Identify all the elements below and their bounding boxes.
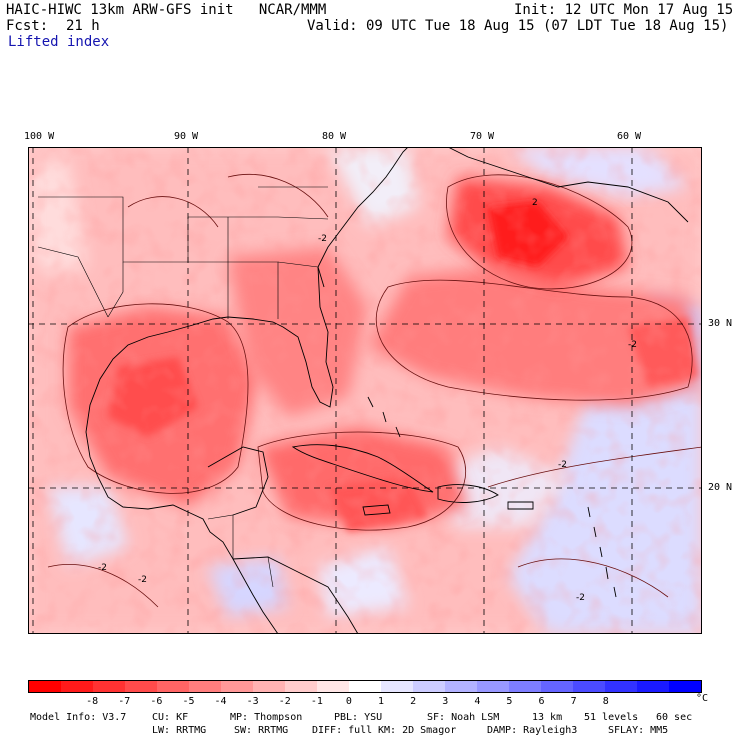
contour-label: -2 xyxy=(576,593,585,603)
colorbar-tick-label: -1 xyxy=(310,696,323,707)
lifted-index-map: -2 -2 -2 -2 2 -2 -2 xyxy=(28,147,702,634)
footer-cu: CU: KF xyxy=(152,712,189,723)
footer-sflay: SFLAY: MM5 xyxy=(608,725,669,736)
colorbar-tick-label: -3 xyxy=(246,696,259,707)
footer-sw: SW: RRTMG xyxy=(234,725,289,736)
colorbar-swatch xyxy=(413,681,445,692)
contour-label: -2 xyxy=(318,234,327,244)
footer-model-info: Model Info: V3.7 xyxy=(30,712,127,723)
contour-label: -2 xyxy=(98,563,107,573)
colorbar-tick-label: 2 xyxy=(410,696,417,707)
footer-resolution: 13 km xyxy=(532,712,563,723)
colorbar-swatch xyxy=(477,681,509,692)
lat-label-20n: 20 N xyxy=(708,482,733,493)
colorbar-swatch xyxy=(317,681,349,692)
colorbar-swatch xyxy=(93,681,125,692)
coastlines xyxy=(85,147,689,634)
contour-label: -2 xyxy=(628,340,637,350)
colorbar xyxy=(28,680,702,693)
colorbar-tick-label: 6 xyxy=(538,696,545,707)
lon-label-90w: 90 W xyxy=(174,131,199,142)
forecast-hour: 21 h xyxy=(66,18,100,34)
colorbar-swatch xyxy=(253,681,285,692)
lon-label-100w: 100 W xyxy=(24,131,55,142)
colorbar-tick-label: 1 xyxy=(378,696,385,707)
colorbar-swatch xyxy=(509,681,541,692)
colorbar-tick-label: 4 xyxy=(474,696,481,707)
map-frame xyxy=(28,147,702,634)
colorbar-swatch xyxy=(29,681,61,692)
colorbar-tick-label: 3 xyxy=(442,696,449,707)
valid-time: Valid: 09 UTC Tue 18 Aug 15 (07 LDT Tue … xyxy=(307,18,729,34)
colorbar-tick-label: -4 xyxy=(214,696,227,707)
contour-value-labels: -2 -2 -2 -2 2 -2 -2 xyxy=(98,198,637,603)
colorbar-swatch xyxy=(573,681,605,692)
footer-mp: MP: Thompson xyxy=(230,712,303,723)
init-time: Init: 12 UTC Mon 17 Aug 15 xyxy=(514,2,734,18)
colorbar-tick-label: -6 xyxy=(150,696,163,707)
colorbar-swatch xyxy=(445,681,477,692)
colorbar-ticks: -8 -7 -6 -5 -4 -3 -2 -1 0 1 2 3 4 5 6 7 8 xyxy=(28,696,702,708)
colorbar-tick-label: 7 xyxy=(570,696,577,707)
colorbar-unit: °C xyxy=(696,693,709,704)
model-title: HAIC-HIWC 13km ARW-GFS init NCAR/MMM xyxy=(6,2,327,18)
forecast-label: Fcst: xyxy=(6,18,49,34)
colorbar-tick-label: -5 xyxy=(182,696,195,707)
shaded-field xyxy=(28,147,702,634)
colorbar-swatch xyxy=(125,681,157,692)
footer-timestep: 60 sec xyxy=(656,712,693,723)
lon-label-70w: 70 W xyxy=(470,131,495,142)
colorbar-swatch xyxy=(669,681,701,692)
contour-label: 2 xyxy=(532,198,538,208)
field-name: Lifted index xyxy=(8,34,110,50)
colorbar-swatch xyxy=(541,681,573,692)
colorbar-swatch xyxy=(285,681,317,692)
footer-lw: LW: RRTMG xyxy=(152,725,207,736)
contour-label: -2 xyxy=(558,460,567,470)
colorbar-swatch xyxy=(157,681,189,692)
lon-label-80w: 80 W xyxy=(322,131,347,142)
colorbar-swatch xyxy=(349,681,381,692)
footer-sf: SF: Noah LSM xyxy=(427,712,500,723)
footer-levels: 51 levels xyxy=(584,712,639,723)
lat-label-30n: 30 N xyxy=(708,318,733,329)
contour-label: -2 xyxy=(138,575,147,585)
colorbar-swatch xyxy=(189,681,221,692)
footer-pbl: PBL: YSU xyxy=(334,712,383,723)
lon-label-60w: 60 W xyxy=(617,131,642,142)
colorbar-swatch xyxy=(637,681,669,692)
colorbar-tick-label: -8 xyxy=(86,696,99,707)
colorbar-swatch xyxy=(605,681,637,692)
colorbar-swatch xyxy=(61,681,93,692)
colorbar-swatch xyxy=(221,681,253,692)
colorbar-tick-label: 5 xyxy=(506,696,513,707)
colorbar-tick-label: -2 xyxy=(278,696,291,707)
colorbar-tick-label: 8 xyxy=(602,696,609,707)
lat-lon-grid xyxy=(28,147,702,634)
colorbar-tick-label: 0 xyxy=(345,696,352,707)
footer-km: KM: 2D Smagor xyxy=(378,725,457,736)
colorbar-tick-label: -7 xyxy=(118,696,131,707)
colorbar-swatch xyxy=(381,681,413,692)
footer-damp: DAMP: Rayleigh3 xyxy=(487,725,578,736)
footer-diff: DIFF: full xyxy=(312,725,373,736)
